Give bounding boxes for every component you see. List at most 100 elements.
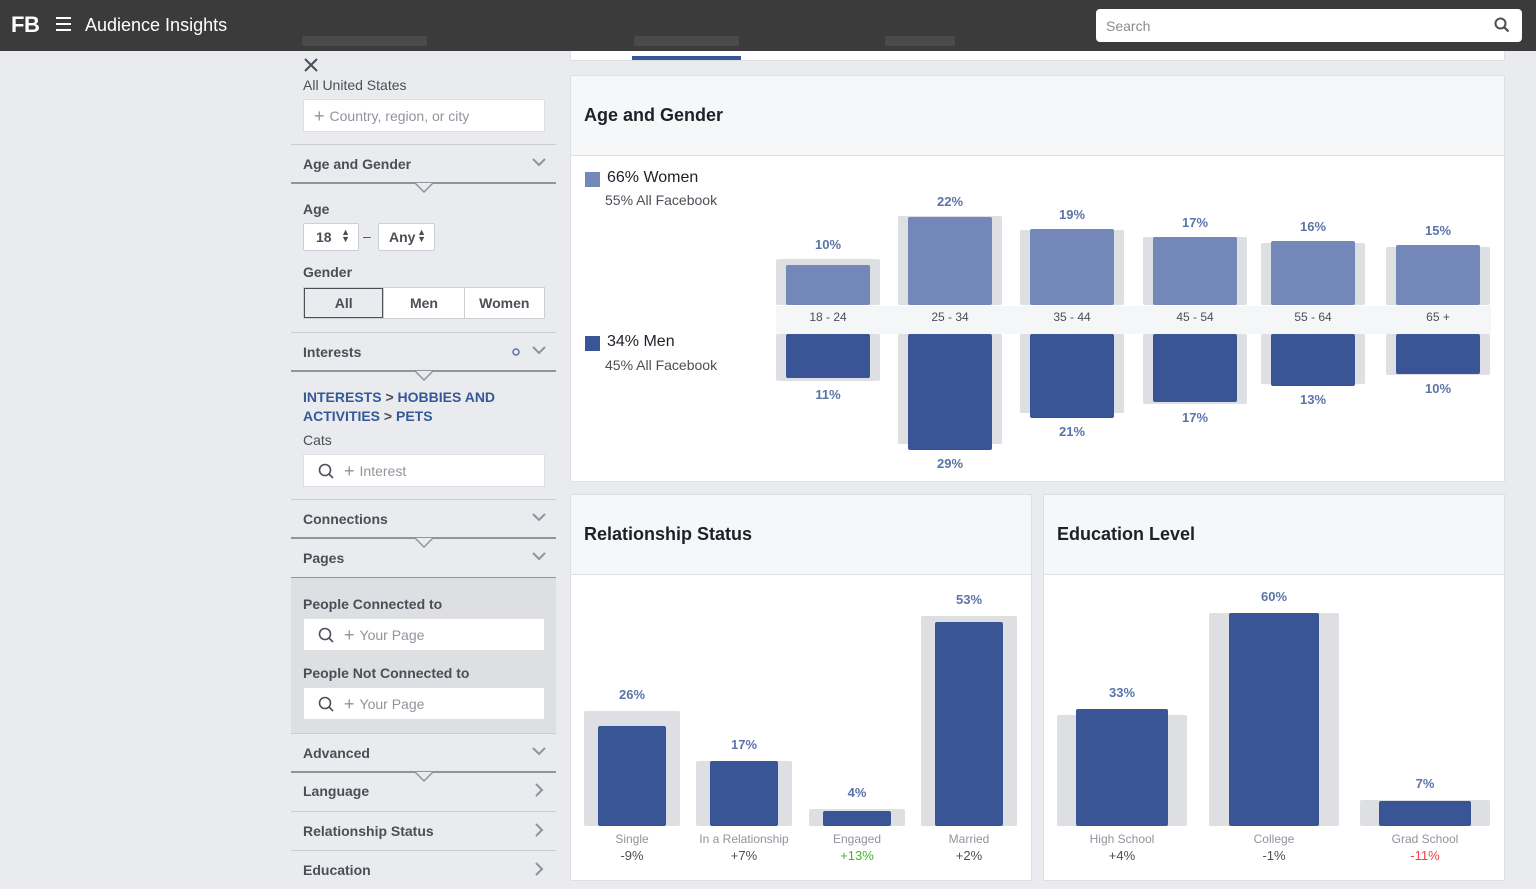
age-category-label: 45 - 54 bbox=[1176, 310, 1214, 324]
crumb-separator: > bbox=[383, 408, 393, 424]
connected-label: People Connected to bbox=[303, 596, 443, 612]
search-icon[interactable] bbox=[1494, 17, 1510, 33]
education-bar bbox=[1229, 613, 1319, 826]
hamburger-menu-icon[interactable] bbox=[56, 17, 71, 33]
women-pct-label: 15% bbox=[1424, 223, 1452, 238]
relationship-bar bbox=[598, 725, 666, 826]
crumb-interests[interactable]: INTERESTS bbox=[303, 389, 382, 405]
age-min-value: 18 bbox=[316, 229, 332, 245]
section-language[interactable]: Language bbox=[291, 772, 556, 810]
interest-input[interactable]: + Interest bbox=[303, 454, 545, 487]
section-pages[interactable]: Pages bbox=[291, 539, 556, 577]
panel-title: Age and Gender bbox=[571, 76, 1504, 156]
section-education[interactable]: Education bbox=[291, 850, 556, 888]
age-max-select[interactable]: Any ▲ ▼ bbox=[378, 223, 435, 251]
section-connections[interactable]: Connections bbox=[291, 499, 556, 537]
chevron-right-icon bbox=[535, 783, 544, 797]
plus-icon: + bbox=[344, 460, 355, 481]
women-pct-label: 17% bbox=[1181, 215, 1209, 230]
not-connected-page-input[interactable]: + Your Page bbox=[303, 687, 545, 720]
chevron-down-icon bbox=[532, 552, 546, 561]
education-pct-label: 33% bbox=[1108, 684, 1136, 700]
age-category-label: 18 - 24 bbox=[809, 310, 847, 324]
women-pct-label: 22% bbox=[936, 194, 964, 209]
women-bar bbox=[786, 265, 870, 305]
chevron-right-icon bbox=[535, 823, 544, 837]
women-legend-sub: 55% All Facebook bbox=[605, 192, 718, 208]
education-category-label: High School bbox=[1089, 832, 1155, 846]
men-pct-label: 11% bbox=[815, 387, 841, 402]
age-axis-band bbox=[776, 306, 1491, 334]
notch-icon bbox=[415, 538, 433, 548]
age-min-select[interactable]: 18 ▲ ▼ bbox=[303, 223, 359, 251]
age-category-label: 25 - 34 bbox=[931, 310, 969, 324]
panel-title: Education Level bbox=[1044, 495, 1504, 575]
active-tab-indicator bbox=[632, 56, 741, 60]
education-diff-label: -11% bbox=[1410, 848, 1440, 863]
age-category-label: 55 - 64 bbox=[1294, 310, 1332, 324]
relationship-bar bbox=[823, 810, 891, 826]
section-label: Advanced bbox=[303, 744, 370, 761]
men-pct-label: 13% bbox=[1299, 392, 1327, 407]
not-connected-label: People Not Connected to bbox=[303, 665, 470, 681]
section-advanced[interactable]: Advanced bbox=[291, 733, 556, 771]
age-gender-panel: Age and Gender 66% Women 55% All Faceboo… bbox=[570, 75, 1505, 482]
interest-placeholder: Interest bbox=[359, 462, 407, 479]
women-pct-label: 16% bbox=[1299, 219, 1327, 234]
relationship-diff-label: +2% bbox=[955, 848, 983, 863]
crumb-hobbies[interactable]: HOBBIES AND ACTIVITIES bbox=[303, 389, 496, 424]
men-pct-label: 10% bbox=[1424, 381, 1452, 396]
connected-page-input[interactable]: + Your Page bbox=[303, 618, 545, 651]
crumb-separator: > bbox=[385, 389, 394, 405]
chevron-down-icon bbox=[532, 513, 546, 522]
app-logo[interactable]: FB bbox=[11, 12, 40, 37]
section-label: Connections bbox=[303, 510, 388, 527]
relationship-category-label: Engaged bbox=[832, 832, 882, 846]
age-category-label: 65 + bbox=[1426, 310, 1450, 324]
gender-men-button[interactable]: Men bbox=[384, 288, 465, 318]
search-icon bbox=[318, 627, 334, 643]
men-pct-label: 17% bbox=[1181, 410, 1209, 425]
search-box bbox=[1096, 9, 1522, 42]
interest-breadcrumb: INTERESTS > HOBBIES AND ACTIVITIES > PET… bbox=[303, 388, 533, 426]
section-label: Pages bbox=[303, 550, 345, 566]
education-bar bbox=[1379, 801, 1471, 826]
education-bar bbox=[1076, 708, 1168, 826]
women-bar bbox=[1396, 245, 1480, 305]
men-bar bbox=[1396, 334, 1480, 374]
section-relationship[interactable]: Relationship Status bbox=[291, 811, 556, 849]
search-input[interactable] bbox=[1096, 9, 1476, 42]
men-legend-label: 34% Men bbox=[607, 333, 675, 350]
gender-all-button[interactable]: All bbox=[304, 288, 385, 318]
relationship-diff-label: -9% bbox=[620, 848, 644, 863]
location-placeholder: Country, region, or city bbox=[329, 107, 470, 124]
gender-women-button[interactable]: Women bbox=[479, 295, 530, 311]
education-diff-label: +4% bbox=[1108, 848, 1136, 863]
education-category-label: College bbox=[1253, 832, 1295, 846]
relationship-category-label: Single bbox=[615, 832, 649, 846]
section-label: Language bbox=[303, 783, 370, 799]
crumb-pets[interactable]: PETS bbox=[395, 408, 433, 424]
men-legend-swatch bbox=[585, 336, 600, 351]
close-icon[interactable] bbox=[303, 57, 319, 73]
panel-title: Relationship Status bbox=[571, 495, 1031, 575]
women-bar bbox=[1030, 229, 1114, 305]
location-input[interactable]: + Country, region, or city bbox=[303, 99, 545, 132]
section-label: Education bbox=[303, 861, 371, 878]
men-pct-label: 29% bbox=[936, 456, 964, 471]
top-bar: FB Audience Insights bbox=[0, 0, 1536, 51]
chevron-down-icon bbox=[532, 346, 546, 355]
section-interests[interactable]: Interests bbox=[291, 332, 556, 370]
plus-icon: + bbox=[314, 105, 325, 126]
relationship-pct-label: 4% bbox=[847, 785, 867, 800]
education-pct-label: 7% bbox=[1415, 776, 1435, 791]
search-icon bbox=[318, 696, 334, 712]
section-age-gender[interactable]: Age and Gender bbox=[291, 144, 556, 182]
education-panel: Education Level 33% High School +4% 60% Coll… bbox=[1043, 494, 1505, 881]
pages-panel: People Connected to + Your Page People N… bbox=[291, 578, 556, 733]
relationship-diff-label: +7% bbox=[730, 848, 758, 863]
sort-icon: ▲ ▼ bbox=[341, 227, 350, 244]
relationship-panel: Relationship Status 26% Single -9% 17% In a … bbox=[570, 494, 1032, 881]
women-pct-label: 19% bbox=[1058, 207, 1086, 222]
gender-label: Gender bbox=[303, 264, 353, 280]
